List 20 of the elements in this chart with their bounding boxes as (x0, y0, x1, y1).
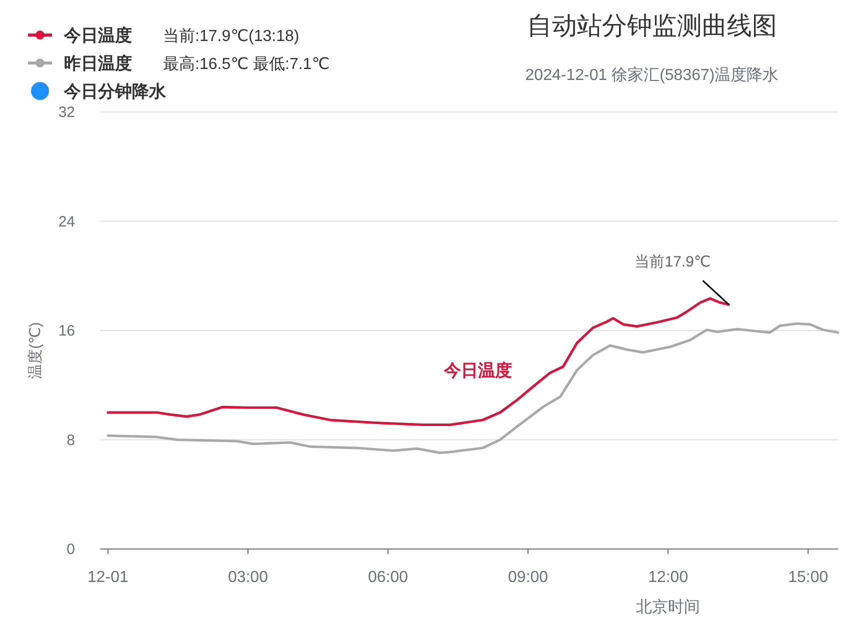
annotation: 当前17.9℃ (634, 254, 711, 271)
chart-subtitle: 2024-12-01 徐家汇(58367)温度降水 (525, 66, 779, 84)
x-tick-label: 06:00 (368, 569, 408, 586)
y-tick-label: 24 (58, 213, 75, 230)
y-tick-label: 0 (66, 541, 75, 558)
x-tick-label: 03:00 (228, 569, 268, 586)
x-tick-label: 12:00 (648, 569, 688, 586)
chart-title: 自动站分钟监测曲线图 (527, 12, 777, 40)
legend-label: 今日温度 (63, 26, 132, 45)
legend-label: 今日分钟降水 (63, 82, 167, 101)
x-tick-label: 15:00 (788, 569, 828, 586)
legend-label: 昨日温度 (64, 54, 132, 73)
x-axis-title: 北京时间 (636, 598, 700, 616)
x-tick-label: 09:00 (508, 569, 548, 586)
x-tick-label: 12-01 (87, 569, 128, 586)
y-axis-title: 温度(℃) (27, 322, 44, 379)
y-tick-label: 8 (66, 432, 75, 449)
y-tick-label: 16 (58, 322, 75, 340)
y-tick-label: 32 (58, 104, 75, 121)
annotation: 今日温度 (443, 361, 512, 380)
